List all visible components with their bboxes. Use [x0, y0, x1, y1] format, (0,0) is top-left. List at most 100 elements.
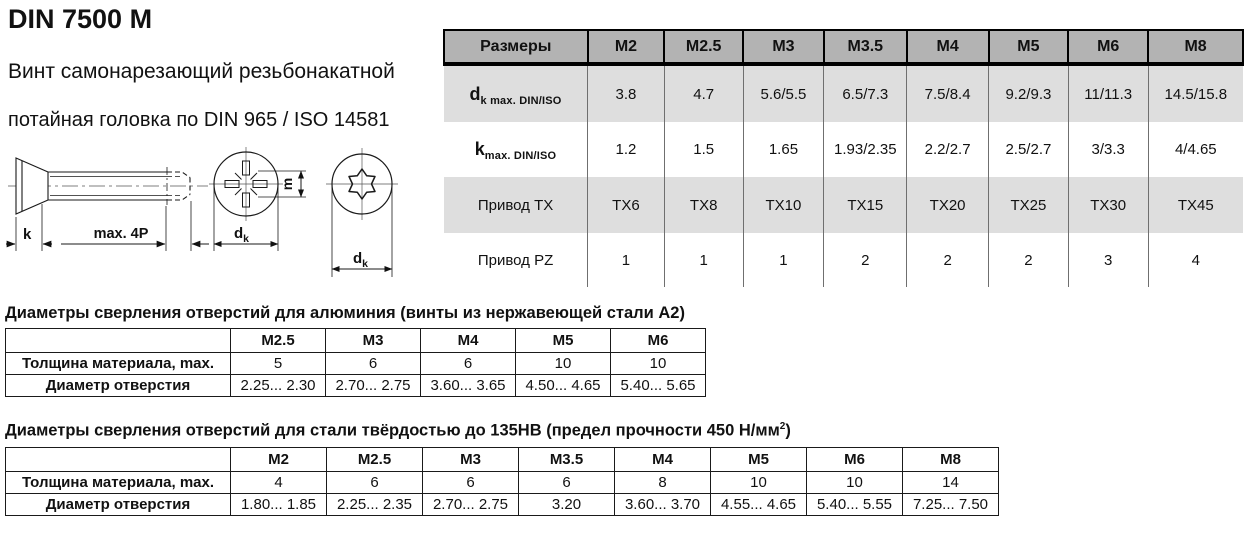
table-cell: 4.7 [663, 64, 744, 122]
torx-head-view-icon [326, 148, 398, 277]
steel-table-title: Диаметры сверления отверстий для стали т… [5, 421, 791, 441]
screw-side-view-icon [6, 157, 209, 251]
table-cell: 1.5 [663, 122, 744, 177]
product-description: Винт самонарезающий резьбонакатной [8, 60, 395, 83]
column-header-m6: M6 [806, 447, 903, 472]
k-symbol: k [474, 139, 485, 159]
table-cell: 3.20 [518, 493, 615, 516]
table-cell: 4 [1147, 233, 1243, 287]
table-cell: 10 [806, 471, 903, 494]
table-cell: 2.70... 2.75 [422, 493, 519, 516]
table-cell: 6.5/7.3 [823, 64, 908, 122]
dim-label-max4p: max. 4P [94, 226, 149, 242]
dim-label-k: k [23, 226, 32, 243]
steel-drilling-table: M2 M2.5 M3 M3.5 M4 M5 M6 M8 Толщина мате… [5, 447, 999, 516]
page-title: DIN 7500 M [8, 4, 153, 34]
column-header-m3-5: M3.5 [518, 447, 615, 472]
empty-corner-cell [5, 447, 231, 472]
table-cell: 2 [906, 233, 989, 287]
empty-corner-cell [5, 328, 231, 353]
row-label-drive-pz: Привод PZ [444, 233, 589, 287]
dimensions-table: Размеры M2 M2.5 M3 M3.5 M4 M5 M6 M8 dk m… [443, 29, 1244, 287]
table-cell: TX6 [587, 177, 665, 233]
column-header-m5: M5 [515, 328, 611, 353]
column-header-m6: M6 [610, 328, 706, 353]
dim-label-m: m [279, 178, 295, 190]
row-label-hole-diameter: Диаметр отверстия [5, 493, 231, 516]
column-header-m3: M3 [422, 447, 519, 472]
row-label-thickness: Толщина материала, max. [5, 471, 231, 494]
table-cell: 6 [326, 471, 423, 494]
row-drive-tx: Привод TX TX6 TX8 TX10 TX15 TX20 TX25 TX… [444, 177, 1243, 233]
table-cell: TX30 [1067, 177, 1149, 233]
row-k-max: kmax. DIN/ISO 1.2 1.5 1.65 1.93/2.35 2.2… [444, 122, 1243, 177]
dimensions-table-header-row: Размеры M2 M2.5 M3 M3.5 M4 M5 M6 M8 [443, 29, 1244, 66]
table-cell: TX25 [988, 177, 1069, 233]
column-header-m4: M4 [420, 328, 516, 353]
table-cell: 3.60... 3.65 [420, 374, 516, 397]
table-cell: 4 [230, 471, 327, 494]
table-cell: 5.6/5.5 [742, 64, 825, 122]
dk-symbol: d [469, 83, 481, 104]
table-cell: 5.40... 5.65 [610, 374, 706, 397]
table-cell: 2.25... 2.30 [230, 374, 326, 397]
column-header-m6: M6 [1067, 29, 1150, 66]
table-cell: 3.8 [587, 64, 665, 122]
row-label-thickness: Толщина материала, max. [5, 352, 231, 375]
table-cell: 1 [742, 233, 825, 287]
steel-title-text: Диаметры сверления отверстий для стали т… [5, 421, 780, 440]
column-header-m2: M2 [230, 447, 327, 472]
row-material-thickness: Толщина материала, max. 5 6 6 10 10 [5, 352, 706, 375]
dim-label-dk-tx: dk [353, 250, 368, 270]
aluminium-table-title: Диаметры сверления отверстий для алюмини… [5, 304, 685, 322]
aluminium-drilling-table: M2.5 M3 M4 M5 M6 Толщина материала, max.… [5, 328, 706, 397]
table-cell: 1.65 [742, 122, 825, 177]
standard-reference: потайная головка по DIN 965 / ISO 14581 [8, 109, 390, 131]
table-cell: 6 [518, 471, 615, 494]
table-cell: 1.80... 1.85 [230, 493, 327, 516]
row-label-drive-tx: Привод TX [444, 177, 589, 233]
table-cell: 4.50... 4.65 [515, 374, 611, 397]
table-cell: 14 [902, 471, 999, 494]
row-hole-diameter: Диаметр отверстия 1.80... 1.85 2.25... 2… [5, 493, 999, 516]
table-cell: 1.2 [587, 122, 665, 177]
table-cell: 1.93/2.35 [823, 122, 908, 177]
table-cell: 10 [515, 352, 611, 375]
row-material-thickness: Толщина материала, max. 4 6 6 6 8 10 10 … [5, 471, 999, 494]
table-cell: 7.25... 7.50 [902, 493, 999, 516]
column-header-m4: M4 [614, 447, 711, 472]
table-cell: 11/11.3 [1067, 64, 1149, 122]
table-cell: TX20 [906, 177, 989, 233]
table-cell: 9.2/9.3 [988, 64, 1069, 122]
row-hole-diameter: Диаметр отверстия 2.25... 2.30 2.70... 2… [5, 374, 706, 397]
table-cell: 4.55... 4.65 [710, 493, 807, 516]
dim-label-dk-pz: dk [234, 225, 249, 245]
table-cell: 5.40... 5.55 [806, 493, 903, 516]
table-cell: 10 [710, 471, 807, 494]
table-cell: 2.2/2.7 [906, 122, 989, 177]
column-header-m2: M2 [586, 29, 666, 66]
column-header-m3-5: M3.5 [822, 29, 908, 66]
row-drive-pz: Привод PZ 1 1 1 2 2 2 3 4 [444, 233, 1243, 287]
table-cell: 14.5/15.8 [1147, 64, 1243, 122]
table-cell: 1 [663, 233, 744, 287]
table-cell: TX45 [1147, 177, 1243, 233]
column-header-m8: M8 [902, 447, 999, 472]
column-header-m3: M3 [325, 328, 421, 353]
column-header-m2-5: M2.5 [326, 447, 423, 472]
table-cell: 3/3.3 [1067, 122, 1149, 177]
table-cell: 2 [823, 233, 908, 287]
aluminium-table-header-row: M2.5 M3 M4 M5 M6 [5, 328, 706, 353]
table-cell: 2 [988, 233, 1069, 287]
row-dk-max: dk max. DIN/ISO 3.8 4.7 5.6/5.5 6.5/7.3 … [444, 64, 1243, 122]
column-header-m4: M4 [905, 29, 990, 66]
table-cell: 1 [587, 233, 665, 287]
column-header-m5: M5 [987, 29, 1070, 66]
table-cell: 10 [610, 352, 706, 375]
table-cell: 5 [230, 352, 326, 375]
column-header-m2-5: M2.5 [663, 29, 745, 66]
column-header-m5: M5 [710, 447, 807, 472]
column-header-m2-5: M2.5 [230, 328, 326, 353]
table-cell: 6 [420, 352, 516, 375]
row-label-dk-max: dk max. DIN/ISO [444, 64, 589, 122]
